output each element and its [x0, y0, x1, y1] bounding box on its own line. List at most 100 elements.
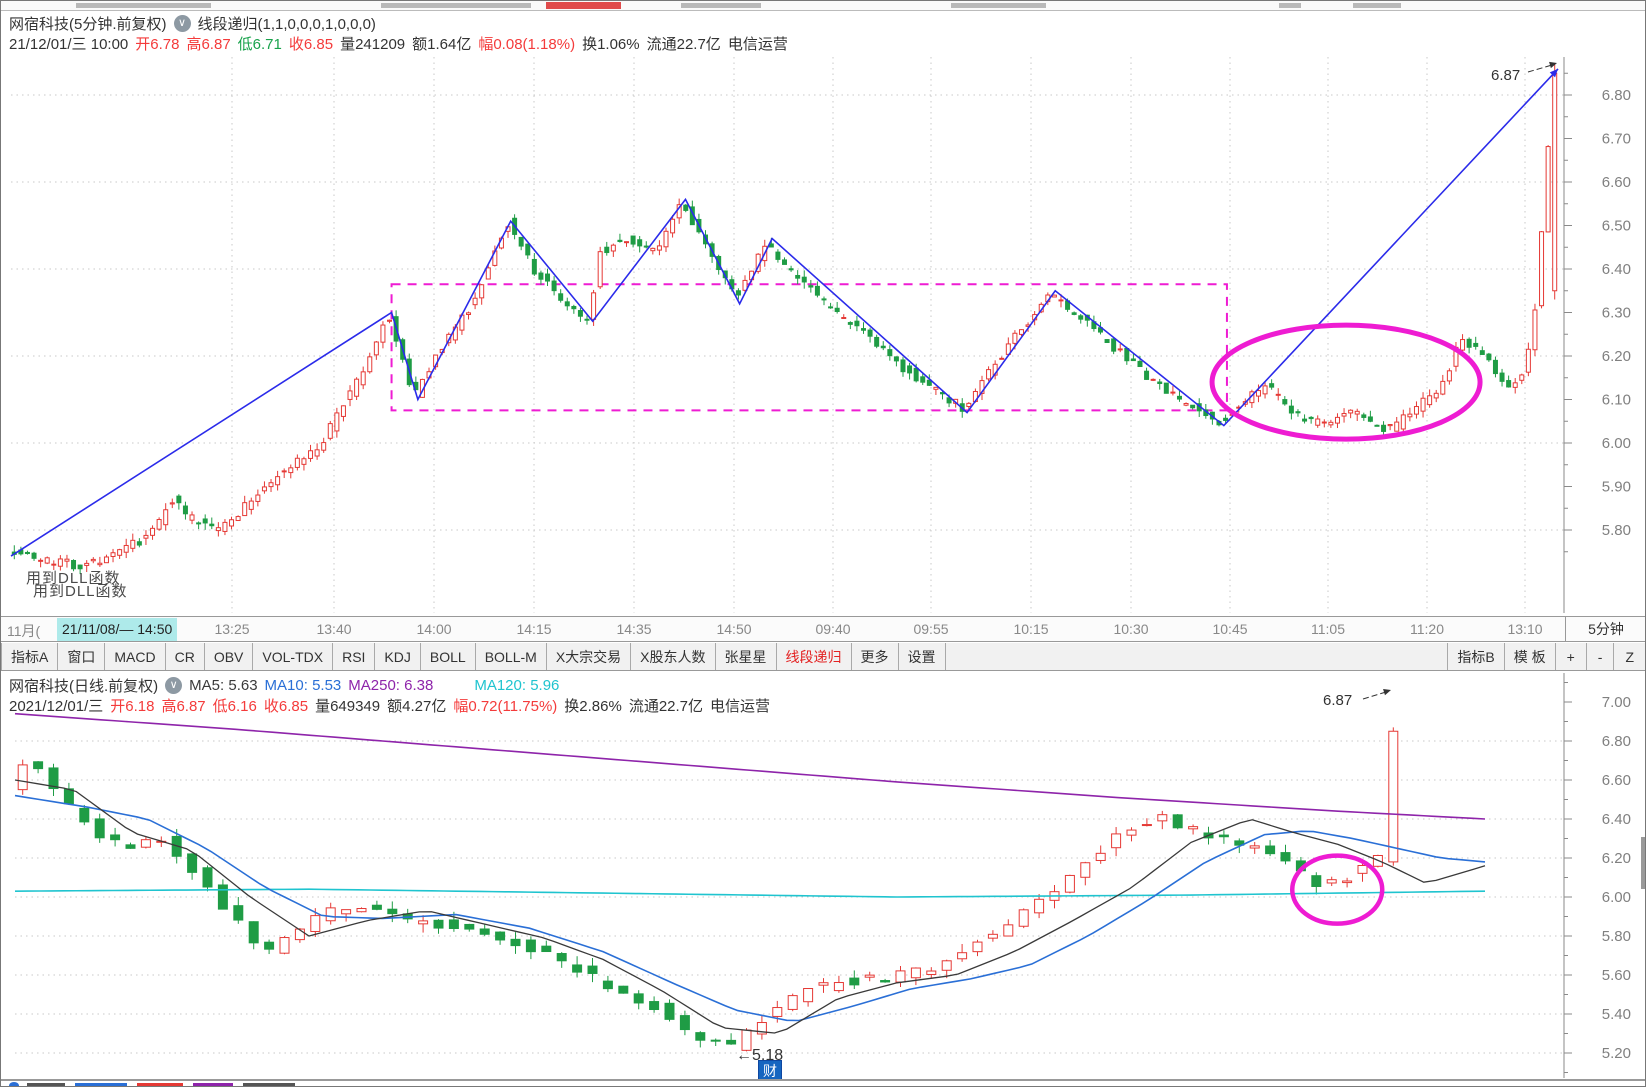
annotation-arrow-line	[1362, 691, 1387, 700]
candle-body	[63, 788, 74, 805]
info-segment: 量649349	[315, 698, 381, 715]
candle-body	[1334, 416, 1340, 424]
toolbar-button-BOLL-M[interactable]: BOLL-M	[476, 643, 547, 670]
toolbar-button-Z[interactable]: Z	[1613, 643, 1645, 670]
info-segment: 量241209	[340, 36, 406, 53]
toolbar-button-张星星[interactable]: 张星星	[716, 643, 777, 670]
candle-body	[354, 378, 360, 397]
candle-body	[1348, 409, 1354, 414]
candle-body	[1170, 391, 1176, 394]
candle-body	[610, 244, 616, 252]
candle-body	[1302, 418, 1308, 422]
candle-body	[44, 557, 50, 564]
candle-body	[1269, 383, 1275, 388]
candle-body	[841, 317, 847, 320]
candle-body	[1111, 833, 1122, 849]
candle-body	[663, 230, 669, 248]
price-tick-label: 5.40	[1602, 1006, 1631, 1023]
candle-body	[571, 305, 577, 310]
candle-body	[558, 293, 564, 301]
candle-body	[887, 349, 893, 357]
cropped-tab[interactable]	[1353, 3, 1401, 8]
info-segment: 低6.16	[212, 698, 257, 715]
candle-body	[448, 919, 459, 929]
candle-body	[860, 328, 866, 331]
period-label[interactable]: 5分钟	[1565, 617, 1645, 642]
toolbar-button-指标B[interactable]: 指标B	[1447, 643, 1503, 670]
toolbar-button-X股东人数[interactable]: X股东人数	[631, 643, 716, 670]
candle-body	[143, 534, 149, 539]
toolbar-button-更多[interactable]: 更多	[852, 643, 899, 670]
toolbar-button-KDJ[interactable]: KDJ	[375, 643, 421, 670]
candle-body	[1354, 410, 1360, 415]
info-segment: 换1.06%	[582, 36, 640, 53]
candle-body	[683, 204, 689, 211]
ma-legend: MA5: 5.63 MA10: 5.53 MA250: 6.38 MA120: 5.9…	[189, 677, 566, 694]
toolbar-button--[interactable]: -	[1585, 643, 1614, 670]
cropped-tab[interactable]	[951, 3, 1046, 8]
candle-body	[624, 241, 630, 244]
candle-body	[1308, 416, 1314, 420]
candle-body	[1545, 146, 1551, 233]
chart5-info-line: 21/12/01/三 10:00 开6.78 高6.87 低6.71 收6.85 量241…	[9, 33, 795, 54]
candle-body	[51, 563, 57, 566]
candle-body	[910, 967, 921, 979]
candle-body	[294, 457, 300, 468]
toolbar-button-OBV[interactable]: OBV	[205, 643, 254, 670]
toolbar-button-模 板[interactable]: 模 板	[1503, 643, 1555, 670]
candle-body	[979, 380, 985, 394]
candle-body	[670, 218, 676, 234]
cropped-tab[interactable]	[681, 3, 761, 8]
ma-line-ma250	[14, 712, 1486, 820]
candle-body	[880, 980, 891, 983]
price-tick-label: 6.00	[1602, 435, 1631, 452]
candle-body	[643, 245, 649, 248]
candle-body	[261, 486, 267, 492]
cropped-tab[interactable]	[76, 3, 211, 8]
time-axis-selected-range[interactable]: 21/11/08/— 14:50	[57, 618, 178, 641]
cropped-tab-active[interactable]	[546, 2, 621, 9]
time-tick-label: 13:40	[316, 621, 352, 637]
toolbar-button-X大宗交易[interactable]: X大宗交易	[547, 643, 632, 670]
daily-chart-panel: 网宿科技(日线.前复权) ∨ MA5: 5.63 MA10: 5.53 MA250:…	[1, 671, 1645, 1079]
chevron-down-circle-icon[interactable]: ∨	[173, 15, 191, 32]
cropped-text-fragment	[75, 1083, 127, 1086]
candle-body	[895, 970, 906, 983]
candle-body	[71, 559, 77, 570]
candle-body	[130, 539, 136, 549]
toolbar-button-设置[interactable]: 设置	[899, 643, 946, 670]
candle-body	[1413, 406, 1419, 415]
toolbar-button-窗口[interactable]: 窗口	[58, 643, 106, 670]
price-tick-label: 6.10	[1602, 392, 1631, 409]
toolbar-button-BOLL[interactable]: BOLL	[421, 643, 476, 670]
toolbar-button-+[interactable]: +	[1554, 643, 1586, 670]
candle-body	[38, 559, 44, 562]
time-tick-label: 10:45	[1212, 621, 1248, 637]
toolbar-button-MACD[interactable]: MACD	[105, 643, 166, 670]
time-axis[interactable]: 11月( 21/11/08/— 14:50 5分钟 13:25 13:40 14:0…	[1, 616, 1645, 642]
toolbar-button-CR[interactable]: CR	[166, 643, 205, 670]
candle-body	[1058, 299, 1064, 302]
toolbar-button-RSI[interactable]: RSI	[333, 643, 376, 670]
candle-body	[1144, 370, 1150, 380]
candle-body	[279, 937, 290, 954]
price-tick-label: 6.60	[1602, 174, 1631, 191]
toolbar-button-VOL-TDX[interactable]: VOL-TDX	[253, 643, 334, 670]
ma-label: MA120: 5.96	[474, 677, 560, 694]
candle-body	[1374, 424, 1380, 427]
toolbar-button-指标A[interactable]: 指标A	[1, 643, 59, 670]
toolbar-button-线段递归[interactable]: 线段递归	[777, 643, 852, 670]
candle-body	[941, 960, 952, 971]
candle-body	[782, 259, 787, 265]
cropped-text-fragment	[27, 1083, 65, 1086]
candle-body	[1130, 358, 1136, 362]
chevron-down-circle-icon[interactable]: ∨	[165, 677, 183, 694]
info-segment: 开6.18	[110, 698, 155, 715]
cropped-tab[interactable]	[381, 3, 531, 8]
candle-body	[360, 371, 366, 386]
candle-body	[77, 564, 83, 570]
cropped-tab[interactable]	[1279, 3, 1301, 8]
candle-body	[314, 449, 320, 457]
vertical-scrollbar-thumb[interactable]	[1641, 837, 1645, 889]
cai-news-badge[interactable]: 财	[758, 1060, 782, 1082]
